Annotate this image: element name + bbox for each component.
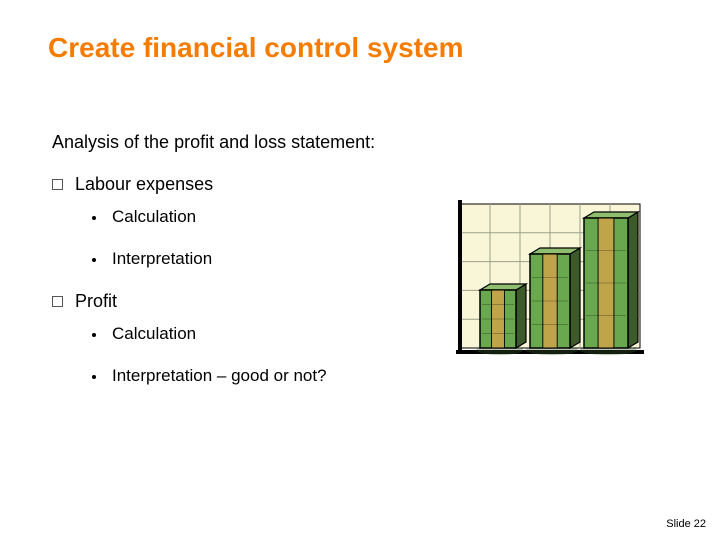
money-chart-clipart: [450, 198, 646, 362]
list-item: Labour expenses Calculation Interpretati…: [52, 174, 412, 269]
sub-list-item: Interpretation: [92, 249, 412, 269]
sub-list-item-label: Calculation: [112, 324, 196, 344]
bullet-icon: [92, 258, 96, 262]
bullet-icon: [92, 216, 96, 220]
sub-list-item-label: Interpretation: [112, 249, 212, 269]
checkbox-icon: [52, 296, 63, 307]
list-item-label: Profit: [75, 291, 117, 312]
slide-number: Slide 22: [666, 518, 706, 530]
checkbox-icon: [52, 179, 63, 190]
slide-subtitle: Analysis of the profit and loss statemen…: [52, 132, 375, 153]
sub-list-item: Calculation: [92, 207, 412, 227]
content-list: Labour expenses Calculation Interpretati…: [52, 174, 412, 408]
sub-list-item: Interpretation – good or not?: [92, 366, 412, 386]
sub-list-item-label: Interpretation – good or not?: [112, 366, 327, 386]
sub-list: Calculation Interpretation – good or not…: [92, 324, 412, 386]
slide-title: Create financial control system: [48, 32, 463, 64]
list-item: Profit Calculation Interpretation – good…: [52, 291, 412, 386]
bullet-icon: [92, 375, 96, 379]
sub-list-item-label: Calculation: [112, 207, 196, 227]
bullet-icon: [92, 333, 96, 337]
list-item-label: Labour expenses: [75, 174, 213, 195]
slide: Create financial control system Analysis…: [0, 0, 720, 540]
sub-list-item: Calculation: [92, 324, 412, 344]
sub-list: Calculation Interpretation: [92, 207, 412, 269]
